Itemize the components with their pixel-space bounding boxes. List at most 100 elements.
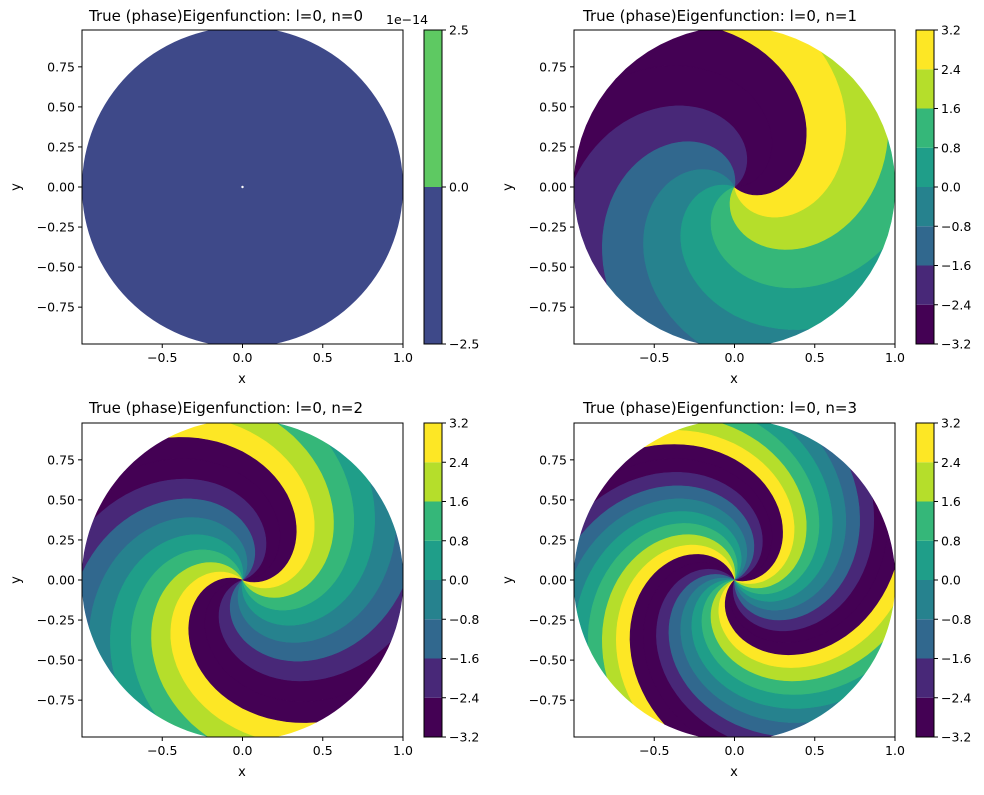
phase-field bbox=[82, 423, 403, 737]
x-axis-label: x bbox=[730, 372, 738, 387]
y-axis-label: y bbox=[501, 576, 516, 584]
y-tick-label: 0.00 bbox=[539, 180, 567, 195]
y-tick-label: 0.25 bbox=[47, 532, 75, 547]
y-tick-label: 0.00 bbox=[539, 573, 567, 588]
y-tick-label: 0.00 bbox=[47, 180, 75, 195]
x-tick-label: −0.5 bbox=[147, 743, 177, 758]
y-tick-label: −0.75 bbox=[37, 693, 75, 708]
colorbar-tick-label: 1.6 bbox=[941, 494, 961, 509]
colorbar-tick-label: 2.5 bbox=[449, 23, 469, 38]
y-tick-label: 0.25 bbox=[47, 139, 75, 154]
subplot-0: True (phase)Eigenfunction: l=0, n=0 −0.5… bbox=[9, 7, 479, 387]
colorbar-band bbox=[424, 540, 442, 580]
y-tick-label: −0.75 bbox=[37, 300, 75, 315]
y-tick-label: −0.25 bbox=[37, 613, 75, 628]
colorbar-band bbox=[916, 658, 934, 698]
phase-field bbox=[574, 30, 895, 344]
x-tick-label: −0.5 bbox=[639, 743, 669, 758]
phase-region bbox=[615, 444, 783, 582]
x-tick-label: 1.0 bbox=[885, 350, 905, 365]
colorbar-tick-label: −2.4 bbox=[941, 297, 971, 312]
y-tick-label: 0.50 bbox=[47, 99, 75, 114]
colorbar-band bbox=[916, 304, 934, 344]
x-tick-label: −0.5 bbox=[147, 350, 177, 365]
y-axis-ticks: −0.75 −0.50 −0.25 0.00 0.25 0.50 0.75 bbox=[37, 452, 82, 708]
x-tick-label: 1.0 bbox=[885, 743, 905, 758]
colorbar-tick-label: 0.8 bbox=[941, 140, 961, 155]
x-axis-ticks: −0.5 0.0 0.5 1.0 bbox=[147, 344, 413, 365]
y-tick-label: 0.75 bbox=[47, 59, 75, 74]
colorbar-tick-label: 0.0 bbox=[449, 573, 469, 588]
colorbar-tick-label: 0.8 bbox=[449, 533, 469, 548]
y-tick-label: 0.75 bbox=[539, 452, 567, 467]
phase-field bbox=[82, 30, 403, 344]
y-tick-label: 0.75 bbox=[539, 59, 567, 74]
colorbar-tick-label: 0.8 bbox=[941, 533, 961, 548]
colorbar-tick-label: −1.6 bbox=[941, 651, 971, 666]
subplot-title: True (phase)Eigenfunction: l=0, n=2 bbox=[88, 399, 363, 417]
y-axis-label: y bbox=[501, 183, 516, 191]
y-axis-label: y bbox=[9, 183, 24, 191]
colorbar-band bbox=[424, 697, 442, 737]
x-axis-ticks: −0.5 0.0 0.5 1.0 bbox=[639, 344, 905, 365]
colorbar-tick-label: −3.2 bbox=[941, 730, 971, 745]
colorbar-tick-label: 1.6 bbox=[941, 101, 961, 116]
colorbar-band bbox=[916, 187, 934, 227]
y-tick-label: 0.50 bbox=[47, 492, 75, 507]
colorbar-band bbox=[916, 147, 934, 187]
colorbar-tick-label: 3.2 bbox=[941, 23, 961, 38]
colorbar-band bbox=[916, 226, 934, 266]
colorbar-band bbox=[916, 108, 934, 148]
colorbar: −3.2 −2.4 −1.6 −0.8 0.0 0.8 1.6 2.4 3.2 bbox=[915, 23, 971, 352]
y-tick-label: −0.25 bbox=[37, 220, 75, 235]
colorbar: −2.5 0.0 2.5 bbox=[423, 23, 479, 352]
phase-region bbox=[615, 30, 807, 196]
colorbar-band bbox=[916, 697, 934, 737]
y-tick-label: −0.50 bbox=[529, 653, 567, 668]
colorbar-tick-label: −0.8 bbox=[941, 219, 971, 234]
y-tick-label: −0.50 bbox=[529, 260, 567, 275]
origin-point bbox=[241, 185, 244, 189]
phase-field bbox=[574, 423, 895, 737]
colorbar-offset-label: 1e−14 bbox=[386, 12, 428, 27]
colorbar-tick-label: 3.2 bbox=[449, 416, 469, 431]
subplot-title: True (phase)Eigenfunction: l=0, n=0 bbox=[88, 7, 363, 25]
colorbar-tick-label: 2.4 bbox=[449, 455, 469, 470]
colorbar-band bbox=[424, 423, 442, 463]
y-tick-label: −0.75 bbox=[529, 300, 567, 315]
x-axis-label: x bbox=[730, 765, 738, 780]
y-axis-ticks: −0.75 −0.50 −0.25 0.00 0.25 0.50 0.75 bbox=[529, 452, 574, 708]
colorbar-band bbox=[916, 580, 934, 620]
colorbar-tick-label: −3.2 bbox=[941, 337, 971, 352]
colorbar-band bbox=[916, 619, 934, 659]
y-tick-label: −0.50 bbox=[37, 260, 75, 275]
x-tick-label: 0.0 bbox=[233, 743, 253, 758]
x-tick-label: 0.0 bbox=[233, 350, 253, 365]
colorbar-band bbox=[424, 462, 442, 502]
y-tick-label: −0.25 bbox=[529, 220, 567, 235]
colorbar-tick-label: −1.6 bbox=[941, 258, 971, 273]
y-axis-label: y bbox=[9, 576, 24, 584]
subplot-title: True (phase)Eigenfunction: l=0, n=3 bbox=[582, 399, 857, 417]
subplot-title: True (phase)Eigenfunction: l=0, n=1 bbox=[582, 7, 857, 25]
x-tick-label: 1.0 bbox=[393, 743, 413, 758]
colorbar-tick-label: 0.0 bbox=[941, 180, 961, 195]
subplot-3: True (phase)Eigenfunction: l=0, n=3 −0.5… bbox=[501, 399, 971, 780]
x-axis-label: x bbox=[238, 765, 246, 780]
colorbar-band bbox=[916, 423, 934, 463]
colorbar-band bbox=[916, 30, 934, 70]
colorbar-band bbox=[916, 265, 934, 305]
colorbar-tick-label: −0.8 bbox=[449, 612, 479, 627]
colorbar-tick-label: 2.4 bbox=[941, 455, 961, 470]
phase-region bbox=[123, 437, 297, 583]
x-tick-label: 0.0 bbox=[725, 743, 745, 758]
y-axis-ticks: −0.75 −0.50 −0.25 0.00 0.25 0.50 0.75 bbox=[529, 59, 574, 315]
colorbar: −3.2 −2.4 −1.6 −0.8 0.0 0.8 1.6 2.4 3.2 bbox=[915, 416, 971, 745]
colorbar-band bbox=[424, 30, 442, 187]
x-tick-label: 0.5 bbox=[313, 350, 333, 365]
subplot-1: True (phase)Eigenfunction: l=0, n=1 −0.5… bbox=[501, 7, 971, 387]
y-tick-label: 0.50 bbox=[539, 492, 567, 507]
x-tick-label: 0.0 bbox=[725, 350, 745, 365]
x-axis-ticks: −0.5 0.0 0.5 1.0 bbox=[147, 737, 413, 758]
colorbar-band bbox=[916, 501, 934, 541]
